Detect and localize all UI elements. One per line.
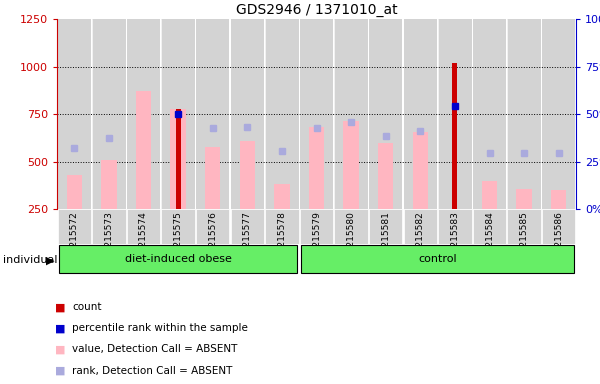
Bar [551,190,566,209]
Text: control: control [418,253,457,263]
Bar [196,19,229,209]
Bar [196,209,229,244]
Text: GSM215574: GSM215574 [139,211,148,266]
Bar [58,209,91,244]
Bar [92,19,125,209]
Text: GSM215575: GSM215575 [173,211,182,266]
Bar [452,63,457,209]
Text: GSM215578: GSM215578 [277,211,286,266]
Bar [438,209,472,244]
Bar [230,19,264,209]
Bar [517,189,532,209]
Bar [265,209,299,244]
Text: GSM215579: GSM215579 [312,211,321,266]
Bar [274,184,290,209]
Bar [300,209,333,244]
Bar [334,19,368,209]
Text: GSM215585: GSM215585 [520,211,529,266]
Text: GSM215577: GSM215577 [243,211,252,266]
Bar [176,109,181,209]
Text: ■: ■ [55,366,65,376]
Text: GSM215576: GSM215576 [208,211,217,266]
Text: ■: ■ [55,344,65,354]
Text: GSM215573: GSM215573 [104,211,113,266]
Bar [542,19,575,209]
Text: value, Detection Call = ABSENT: value, Detection Call = ABSENT [72,344,238,354]
Text: GSM215586: GSM215586 [554,211,563,266]
Bar [92,209,125,244]
Bar [309,127,324,209]
Text: rank, Detection Call = ABSENT: rank, Detection Call = ABSENT [72,366,232,376]
Bar [265,19,299,209]
Bar [482,181,497,209]
Bar [239,141,255,209]
Bar [136,91,151,209]
FancyBboxPatch shape [59,245,298,273]
Bar [508,19,541,209]
Text: diet-induced obese: diet-induced obese [125,253,232,263]
Text: GSM215580: GSM215580 [347,211,356,266]
Text: ■: ■ [55,302,65,312]
Bar [205,147,220,209]
Bar [230,209,264,244]
Bar [369,19,403,209]
Bar [101,160,116,209]
Bar [161,209,195,244]
Bar [161,19,195,209]
Bar [170,109,186,209]
Bar [58,19,91,209]
Bar [127,19,160,209]
Text: percentile rank within the sample: percentile rank within the sample [72,323,248,333]
Bar [378,143,394,209]
Bar [369,209,403,244]
Bar [473,19,506,209]
Bar [334,209,368,244]
Bar [404,209,437,244]
Bar [300,19,333,209]
Title: GDS2946 / 1371010_at: GDS2946 / 1371010_at [236,3,397,17]
Text: GSM215584: GSM215584 [485,211,494,266]
Text: count: count [72,302,101,312]
Text: GSM215583: GSM215583 [451,211,460,266]
Bar [542,209,575,244]
Text: individual: individual [3,255,58,265]
Bar [67,175,82,209]
Text: GSM215581: GSM215581 [381,211,390,266]
Bar [404,19,437,209]
Bar [508,209,541,244]
Text: GSM215582: GSM215582 [416,211,425,266]
Bar [473,209,506,244]
Bar [438,19,472,209]
Text: GSM215572: GSM215572 [70,211,79,266]
Bar [413,132,428,209]
Bar [343,121,359,209]
Text: ▶: ▶ [46,255,55,265]
Text: ■: ■ [55,323,65,333]
Bar [127,209,160,244]
FancyBboxPatch shape [301,245,574,273]
